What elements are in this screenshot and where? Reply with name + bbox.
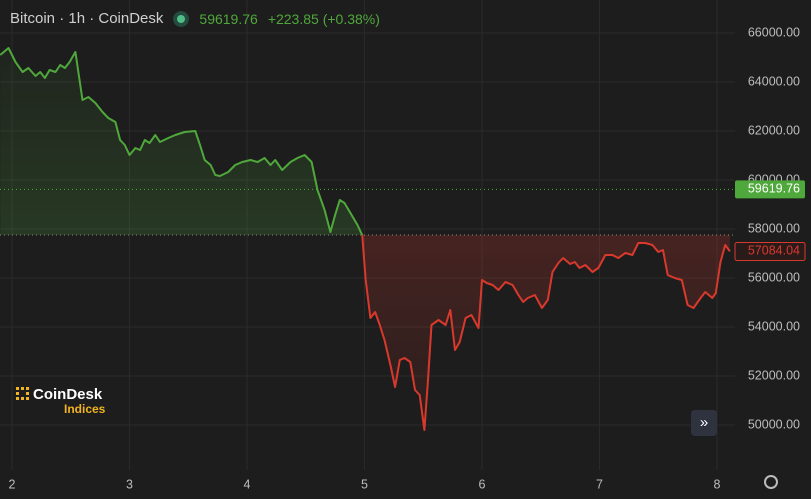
y-tick-label: 56000.00 xyxy=(748,270,800,284)
y-tick-label: 66000.00 xyxy=(748,25,800,39)
chart-title: Bitcoin · 1h · CoinDesk xyxy=(10,10,164,27)
y-tick-label: 62000.00 xyxy=(748,123,800,137)
last-price-label: 57084.04 xyxy=(748,244,800,258)
y-tick-label: 52000.00 xyxy=(748,368,800,382)
last-price-box xyxy=(734,241,806,261)
price-line-series xyxy=(0,47,731,431)
x-tick-label: 8 xyxy=(714,477,721,491)
logo-sub: Indices xyxy=(64,402,106,416)
x-tick-label: 6 xyxy=(479,477,486,491)
x-tick-label: 3 xyxy=(126,477,133,491)
header-price: 59619.76 xyxy=(199,10,258,27)
settings-button[interactable] xyxy=(764,475,778,489)
area-fill xyxy=(0,48,730,430)
price-label-box xyxy=(735,180,805,199)
y-tick-label: 50000.00 xyxy=(748,417,800,431)
y-tick-label: 58000.00 xyxy=(748,221,800,235)
scroll-button[interactable]: » xyxy=(691,410,717,436)
x-tick-label: 4 xyxy=(244,477,251,491)
x-tick-label: 7 xyxy=(596,477,603,491)
logo-name: CoinDesk xyxy=(33,386,103,403)
x-tick-label: 2 xyxy=(9,477,16,491)
status-dot xyxy=(173,10,190,27)
price-label: 59619.76 xyxy=(748,182,800,196)
header-change: +223.85 (+0.38%) xyxy=(267,10,380,27)
logo: CoinDesk Indices xyxy=(16,387,105,417)
header: Bitcoin · 1h · CoinDesk 59619.76 +223.85… xyxy=(10,10,380,27)
y-tick-label: 54000.00 xyxy=(748,319,800,333)
x-tick-label: 5 xyxy=(361,477,368,491)
y-tick-label: 64000.00 xyxy=(748,74,800,88)
